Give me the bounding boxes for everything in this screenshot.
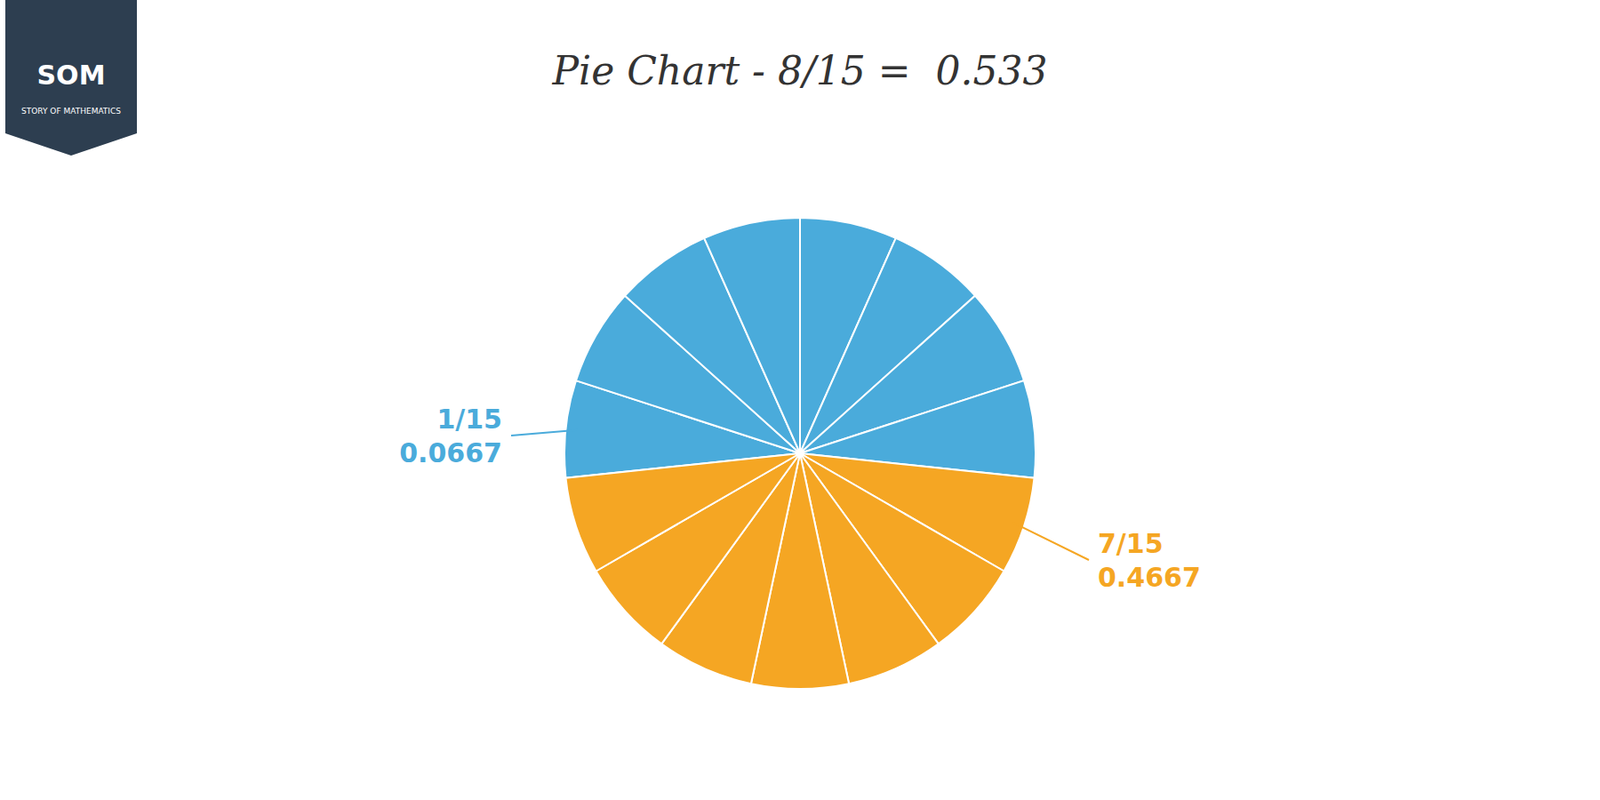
badge-background: [5, 0, 137, 156]
slice-label: 7/15: [1097, 528, 1164, 560]
slice-label: 0.0667: [399, 437, 503, 469]
badge: SOM STORY OF MATHEMATICS: [5, 0, 137, 156]
slice: [704, 217, 800, 454]
badge-text: SOM: [37, 59, 106, 91]
slice: [565, 453, 800, 572]
leader-line: [1012, 522, 1089, 560]
pie: 1/150.0667 7/150.4667: [399, 217, 1201, 689]
badge-text: STORY OF MATHEMATICS: [21, 106, 121, 116]
title: Pie Chart - 8/15 = 0.533: [551, 48, 1048, 94]
leader-line: [511, 430, 578, 436]
slice-label: 1/15: [436, 403, 503, 435]
slice-label: 0.4667: [1097, 561, 1201, 593]
chart: Pie Chart - 8/15 = 0.533 SOM STORY OF MATH…: [0, 0, 1600, 800]
